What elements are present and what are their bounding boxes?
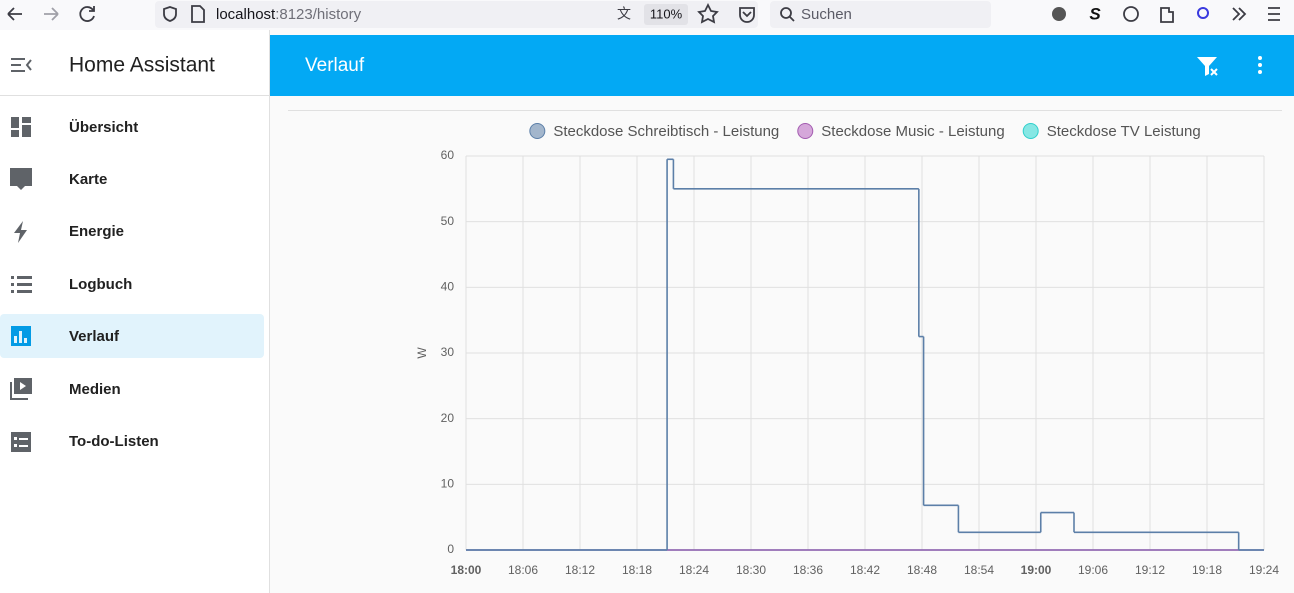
x-tick-label: 19:12 <box>1135 563 1165 577</box>
y-axis-label: W <box>415 347 429 359</box>
nav-item[interactable]: Energie <box>69 223 124 240</box>
y-tick-label: 40 <box>441 280 455 294</box>
search-placeholder: Suchen <box>801 6 852 23</box>
pocket-icon[interactable] <box>739 7 755 23</box>
extensions-icon[interactable] <box>1160 7 1174 23</box>
nav-item[interactable]: Logbuch <box>69 276 132 293</box>
x-tick-label: 19:18 <box>1192 563 1222 577</box>
more-button[interactable] <box>1258 56 1262 74</box>
logbook-icon <box>11 276 32 293</box>
nav-item[interactable]: To-do-Listen <box>69 433 159 450</box>
extension-icon[interactable] <box>1052 7 1066 21</box>
energy-icon <box>14 221 27 243</box>
legend-swatch <box>797 123 814 139</box>
y-tick-label: 60 <box>441 148 455 162</box>
url-host: localhost <box>216 6 276 23</box>
app-header <box>270 35 1294 96</box>
overflow-icon[interactable] <box>1232 7 1247 21</box>
clear-filter-button[interactable] <box>1197 57 1217 76</box>
x-tick-label: 18:48 <box>907 563 937 577</box>
legend-swatch <box>1022 123 1039 139</box>
extension-icon[interactable]: S <box>1089 4 1101 23</box>
nav-item[interactable]: Übersicht <box>69 119 138 136</box>
map-icon <box>10 168 32 190</box>
x-tick-label: 18:36 <box>793 563 823 577</box>
x-tick-label: 18:54 <box>964 563 994 577</box>
x-tick-label: 19:06 <box>1078 563 1108 577</box>
x-tick-label: 18:00 <box>451 563 482 577</box>
todo-icon <box>11 432 31 452</box>
zoom-badge[interactable] <box>644 4 688 25</box>
sidebar <box>0 30 270 593</box>
search-icon <box>780 7 792 19</box>
y-tick-label: 0 <box>447 542 454 556</box>
y-tick-label: 10 <box>441 477 455 491</box>
nav-icons <box>10 117 32 452</box>
x-tick-label: 18:18 <box>622 563 652 577</box>
url-path: :8123/history <box>275 6 361 23</box>
account-icon[interactable] <box>1123 6 1139 22</box>
shield-icon[interactable] <box>163 6 177 22</box>
url: localhost:8123/history <box>216 6 362 23</box>
chart: 0 10 20 30 40 50 60 18:00 18:06 18:12 18:18 18:24 18… <box>415 123 1279 577</box>
y-tick-label: 30 <box>441 345 455 359</box>
x-tick-label: 18:12 <box>565 563 595 577</box>
zoom-level: 110% <box>650 6 683 21</box>
page-icon[interactable] <box>191 5 205 23</box>
legend-label[interactable]: Steckdose TV Leistung <box>1047 123 1201 140</box>
app-title: Home Assistant <box>69 54 215 77</box>
selected-item-bg <box>0 314 264 358</box>
clear-filter-x <box>1210 68 1218 76</box>
back-button[interactable] <box>7 7 22 21</box>
menu-icon[interactable] <box>1268 7 1280 21</box>
legend: Steckdose Schreibtisch - Leistung Steckdo… <box>529 123 1201 140</box>
page-title: Verlauf <box>305 55 365 76</box>
y-tick-label: 50 <box>441 214 455 228</box>
nav-item[interactable]: Medien <box>69 381 121 398</box>
nav-list: Übersicht Karte Energie Logbuch Verlauf Medie… <box>69 119 159 450</box>
search-field[interactable] <box>770 1 991 28</box>
search-icon-handle <box>789 16 795 22</box>
bookmark-star[interactable] <box>697 2 719 24</box>
extension-icon[interactable] <box>1197 7 1209 19</box>
x-tick-label: 19:00 <box>1021 563 1052 577</box>
legend-swatch <box>529 123 546 139</box>
nav-item[interactable]: Verlauf <box>69 328 120 345</box>
x-tick-label: 18:30 <box>736 563 766 577</box>
x-tick-label: 18:06 <box>508 563 538 577</box>
x-tick-label: 19:24 <box>1249 563 1279 577</box>
x-tick-label: 18:24 <box>679 563 709 577</box>
media-icon <box>10 378 32 400</box>
overview-icon <box>11 117 31 137</box>
legend-label[interactable]: Steckdose Music - Leistung <box>821 123 1004 140</box>
legend-label[interactable]: Steckdose Schreibtisch - Leistung <box>553 123 779 140</box>
menu-toggle[interactable] <box>11 58 32 72</box>
y-tick-label: 20 <box>441 411 455 425</box>
translate-icon[interactable]: 文 <box>617 6 631 22</box>
url-bar[interactable] <box>155 1 758 28</box>
reload-button[interactable] <box>79 6 95 22</box>
history-icon <box>11 326 31 346</box>
forward-button[interactable] <box>44 7 59 21</box>
nav-item[interactable]: Karte <box>69 171 107 188</box>
x-tick-label: 18:42 <box>850 563 880 577</box>
